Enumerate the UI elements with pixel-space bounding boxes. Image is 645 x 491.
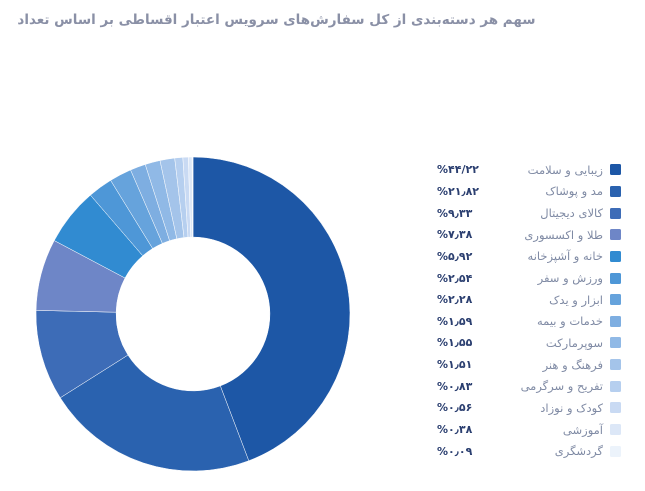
legend-swatch [610,380,621,392]
legend-value: %۷٫۳۸ [437,228,473,242]
legend-item: %۲٫۲۸ ابزار و یدک [437,289,621,311]
legend-value: %۰٫۳۸ [437,423,473,436]
legend-value: %۲۱٫۸۲ [437,184,479,198]
legend-swatch [610,402,621,414]
legend-value: %۰٫۸۳ [437,379,473,393]
legend-value: %۲٫۲۸ [437,293,473,307]
legend-swatch [610,315,621,327]
legend-value: %۰٫۵۶ [437,401,473,415]
legend-swatch [610,250,621,262]
legend-item: %۵٫۹۲ خانه و آشپزخانه [437,246,621,268]
legend-value: %۱٫۵۵ [437,336,473,350]
legend-swatch [610,337,621,349]
legend-item: %۲۱٫۸۲ مد و پوشاک [437,181,621,203]
legend-swatch [610,272,621,284]
legend-swatch [610,229,621,241]
legend-item: %۱٫۵۱ فرهنگ و هنر [437,354,621,376]
legend-value: %۵٫۹۲ [437,249,473,263]
legend-label: طلا و اکسسوری [524,227,603,242]
legend-label: سوپرمارکت [545,335,603,350]
legend-label: خدمات و بیمه [537,314,603,329]
legend-swatch [610,207,621,219]
legend-item: %۹٫۳۳ کالای دیجیتال [437,202,621,224]
donut-slice [59,354,250,472]
legend-label: زیبایی و سلامت [527,162,603,177]
legend-value: %۴۴/۲۲ [437,163,479,177]
legend-item: %۱٫۵۵ سوپرمارکت [437,332,621,354]
legend-swatch [610,164,621,176]
legend-item: %۷٫۳۸ طلا و اکسسوری [437,224,621,246]
donut-chart [35,156,351,472]
chart-title: سهم هر دسته‌بندی از کل سفارش‌های سرویس ا… [17,12,536,28]
legend-item: %۱٫۵۹ خدمات و بیمه [437,310,621,332]
legend-label: ابزار و یدک [549,292,603,307]
legend-swatch [610,294,621,306]
legend-label: گردشگری [554,444,603,459]
legend-label: فرهنگ و هنر [542,357,603,372]
legend-label: خانه و آشپزخانه [527,249,603,264]
legend-value: %۰٫۰۹ [437,444,473,458]
legend-item: %۰٫۸۳ تفریح و سرگرمی [437,375,621,397]
legend-label: ورزش و سفر [537,271,603,286]
donut-slice [192,156,351,462]
legend-label: تفریح و سرگرمی [520,379,603,394]
legend-item: %۰٫۵۶ کودک و نوزاد [437,397,621,419]
legend-value: %۱٫۵۹ [437,314,473,328]
legend-value: %۹٫۳۳ [437,206,473,220]
legend-item: %۰٫۳۸ آموزشی [437,419,621,441]
legend-item: %۴۴/۲۲ زیبایی و سلامت [437,159,621,181]
legend-swatch [610,359,621,371]
legend-swatch [610,424,621,435]
legend-label: کودک و نوزاد [540,400,603,415]
legend-item: %۰٫۰۹ گردشگری [437,440,621,462]
legend-label: مد و پوشاک [545,184,603,199]
legend-value: %۱٫۵۱ [437,358,473,372]
legend-swatch [610,185,621,197]
donut-slice [191,156,194,238]
legend-swatch [610,445,621,457]
legend: %۴۴/۲۲ زیبایی و سلامت %۲۱٫۸۲ مد و پوشاک %۹٫۳… [437,159,621,462]
legend-item: %۲٫۵۴ ورزش و سفر [437,267,621,289]
legend-value: %۲٫۵۴ [437,271,473,285]
legend-label: آموزشی [562,422,603,437]
legend-label: کالای دیجیتال [540,206,603,221]
